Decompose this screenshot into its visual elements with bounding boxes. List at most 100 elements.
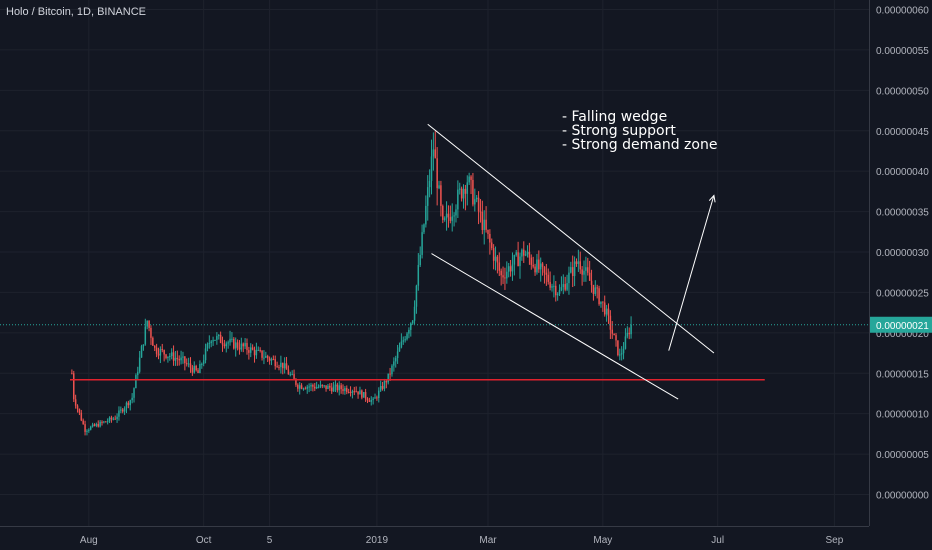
candle-body (385, 381, 388, 383)
candle-body (276, 366, 278, 368)
candle-body (517, 252, 519, 267)
candle-body (421, 232, 423, 255)
candle-body (248, 350, 250, 353)
projection-arrow-line (668, 195, 715, 351)
candle-body (210, 341, 212, 343)
candle-body (110, 417, 113, 420)
candle-body (246, 343, 248, 351)
candle-body (283, 363, 286, 369)
candle-body (579, 261, 581, 270)
candle-body (329, 385, 331, 388)
candle-body (170, 352, 173, 357)
y-tick-label: 0.00000010 (876, 410, 929, 421)
candle-body (389, 373, 391, 375)
candle-body (319, 384, 322, 387)
candle-body (178, 359, 180, 361)
candle-body (282, 362, 284, 369)
annotation-line-3: - Strong demand zone (562, 137, 718, 153)
candle-body (596, 287, 598, 289)
candle-body (447, 213, 450, 218)
candle-body (590, 280, 593, 285)
candle-body (172, 352, 175, 361)
candle-body (332, 386, 335, 392)
candle-body (430, 156, 433, 182)
candle-body (415, 285, 418, 307)
candle-body (169, 356, 171, 358)
candle-body (349, 392, 352, 394)
candle-body (116, 416, 118, 420)
candle-body (80, 412, 83, 421)
candle-body (204, 348, 207, 361)
candle-body (622, 348, 625, 354)
candle-body (131, 397, 133, 401)
candle-body (603, 302, 606, 315)
candle-body (216, 336, 218, 340)
candle-body (562, 284, 565, 288)
candle-body (538, 259, 540, 270)
candle-body (270, 359, 273, 361)
x-tick-label: Mar (479, 535, 497, 546)
candle-body (91, 424, 94, 427)
candle-body (411, 320, 414, 324)
candle-body (251, 347, 254, 350)
candle-body (475, 197, 478, 200)
candle-body (293, 374, 295, 379)
chart-title: Holo / Bitcoin, 1D, BINANCE (6, 6, 146, 18)
x-tick-label: Aug (80, 535, 98, 546)
y-tick-label: 0.00000030 (876, 248, 929, 259)
annotation-text: - Falling wedge - Strong support - Stron… (562, 110, 717, 152)
candle-body (506, 271, 508, 279)
annotation-line-2: - Strong support (562, 123, 676, 139)
candle-body (410, 323, 412, 330)
candle-body (121, 409, 124, 412)
candle-body (302, 388, 305, 390)
wedge-upper-line (427, 123, 715, 354)
candle-body (587, 267, 589, 273)
candle-body (408, 329, 410, 334)
candle-body (295, 378, 297, 385)
candle-body (555, 285, 557, 296)
candle-body (413, 306, 416, 321)
candle-body (545, 272, 548, 275)
candle-body (630, 324, 632, 335)
candle-body (105, 421, 107, 423)
candle-body (443, 218, 446, 220)
candle-body (483, 219, 485, 231)
candle-body (74, 399, 77, 406)
candle-body (402, 340, 405, 342)
candle-body (197, 370, 199, 374)
candle-body (551, 286, 553, 288)
candle-body (163, 350, 165, 355)
candle-body (287, 369, 290, 375)
candle-body (368, 400, 371, 402)
candle-body (334, 384, 337, 387)
candle-body (487, 229, 489, 234)
candle-body (217, 334, 220, 337)
y-tick-label: 0.00000045 (876, 127, 929, 138)
candle-body (71, 373, 73, 375)
candle-body (93, 424, 96, 426)
y-tick-label: 0.00000015 (876, 369, 929, 380)
candle-body (176, 357, 179, 360)
candle-body (298, 385, 301, 389)
candle-body (494, 256, 497, 261)
x-tick-label: Oct (196, 535, 212, 546)
candle-body (592, 284, 595, 294)
candle-body (225, 343, 228, 347)
candle-body (289, 374, 292, 376)
candle-body (396, 351, 399, 359)
candle-body (195, 365, 197, 371)
candle-body (571, 267, 574, 277)
candle-body (553, 285, 555, 287)
x-tick-label: 5 (267, 535, 273, 546)
candle-body (202, 360, 205, 364)
candle-body (489, 233, 491, 243)
candle-body (398, 347, 401, 352)
x-tick-label: 2019 (366, 535, 389, 546)
candle-body (442, 205, 444, 220)
candle-body (615, 335, 617, 341)
candle-body (327, 385, 329, 390)
candle-body (404, 339, 406, 341)
